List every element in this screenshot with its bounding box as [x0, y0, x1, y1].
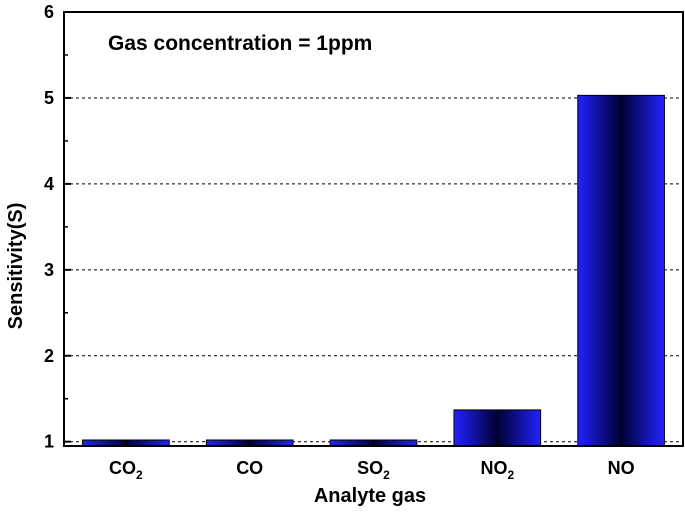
y-axis-title: Sensitivity(S): [5, 203, 27, 330]
x-tick-label: NO: [608, 458, 635, 478]
y-tick-label: 1: [44, 432, 54, 452]
bar-no: [577, 94, 665, 447]
y-tick-label: 3: [44, 260, 54, 280]
y-tick-label: 5: [44, 88, 54, 108]
x-tick-label: CO2: [109, 458, 143, 482]
y-tick-label: 4: [44, 174, 54, 194]
y-axis: 1 2 3 4 5 6: [44, 2, 71, 452]
x-tick-label: NO2: [480, 458, 514, 482]
x-axis-title: Analyte gas: [314, 485, 426, 507]
x-tick-label: CO: [236, 458, 263, 478]
chart-annotation: Gas concentration = 1ppm: [108, 32, 372, 55]
x-axis: CO2 CO SO2 NO2 NO: [109, 440, 635, 482]
bar-no2: [453, 409, 542, 447]
bars: [82, 94, 665, 447]
x-tick-label: SO2: [357, 458, 390, 482]
y-tick-label: 2: [44, 346, 54, 366]
y-tick-label: 6: [44, 2, 54, 22]
